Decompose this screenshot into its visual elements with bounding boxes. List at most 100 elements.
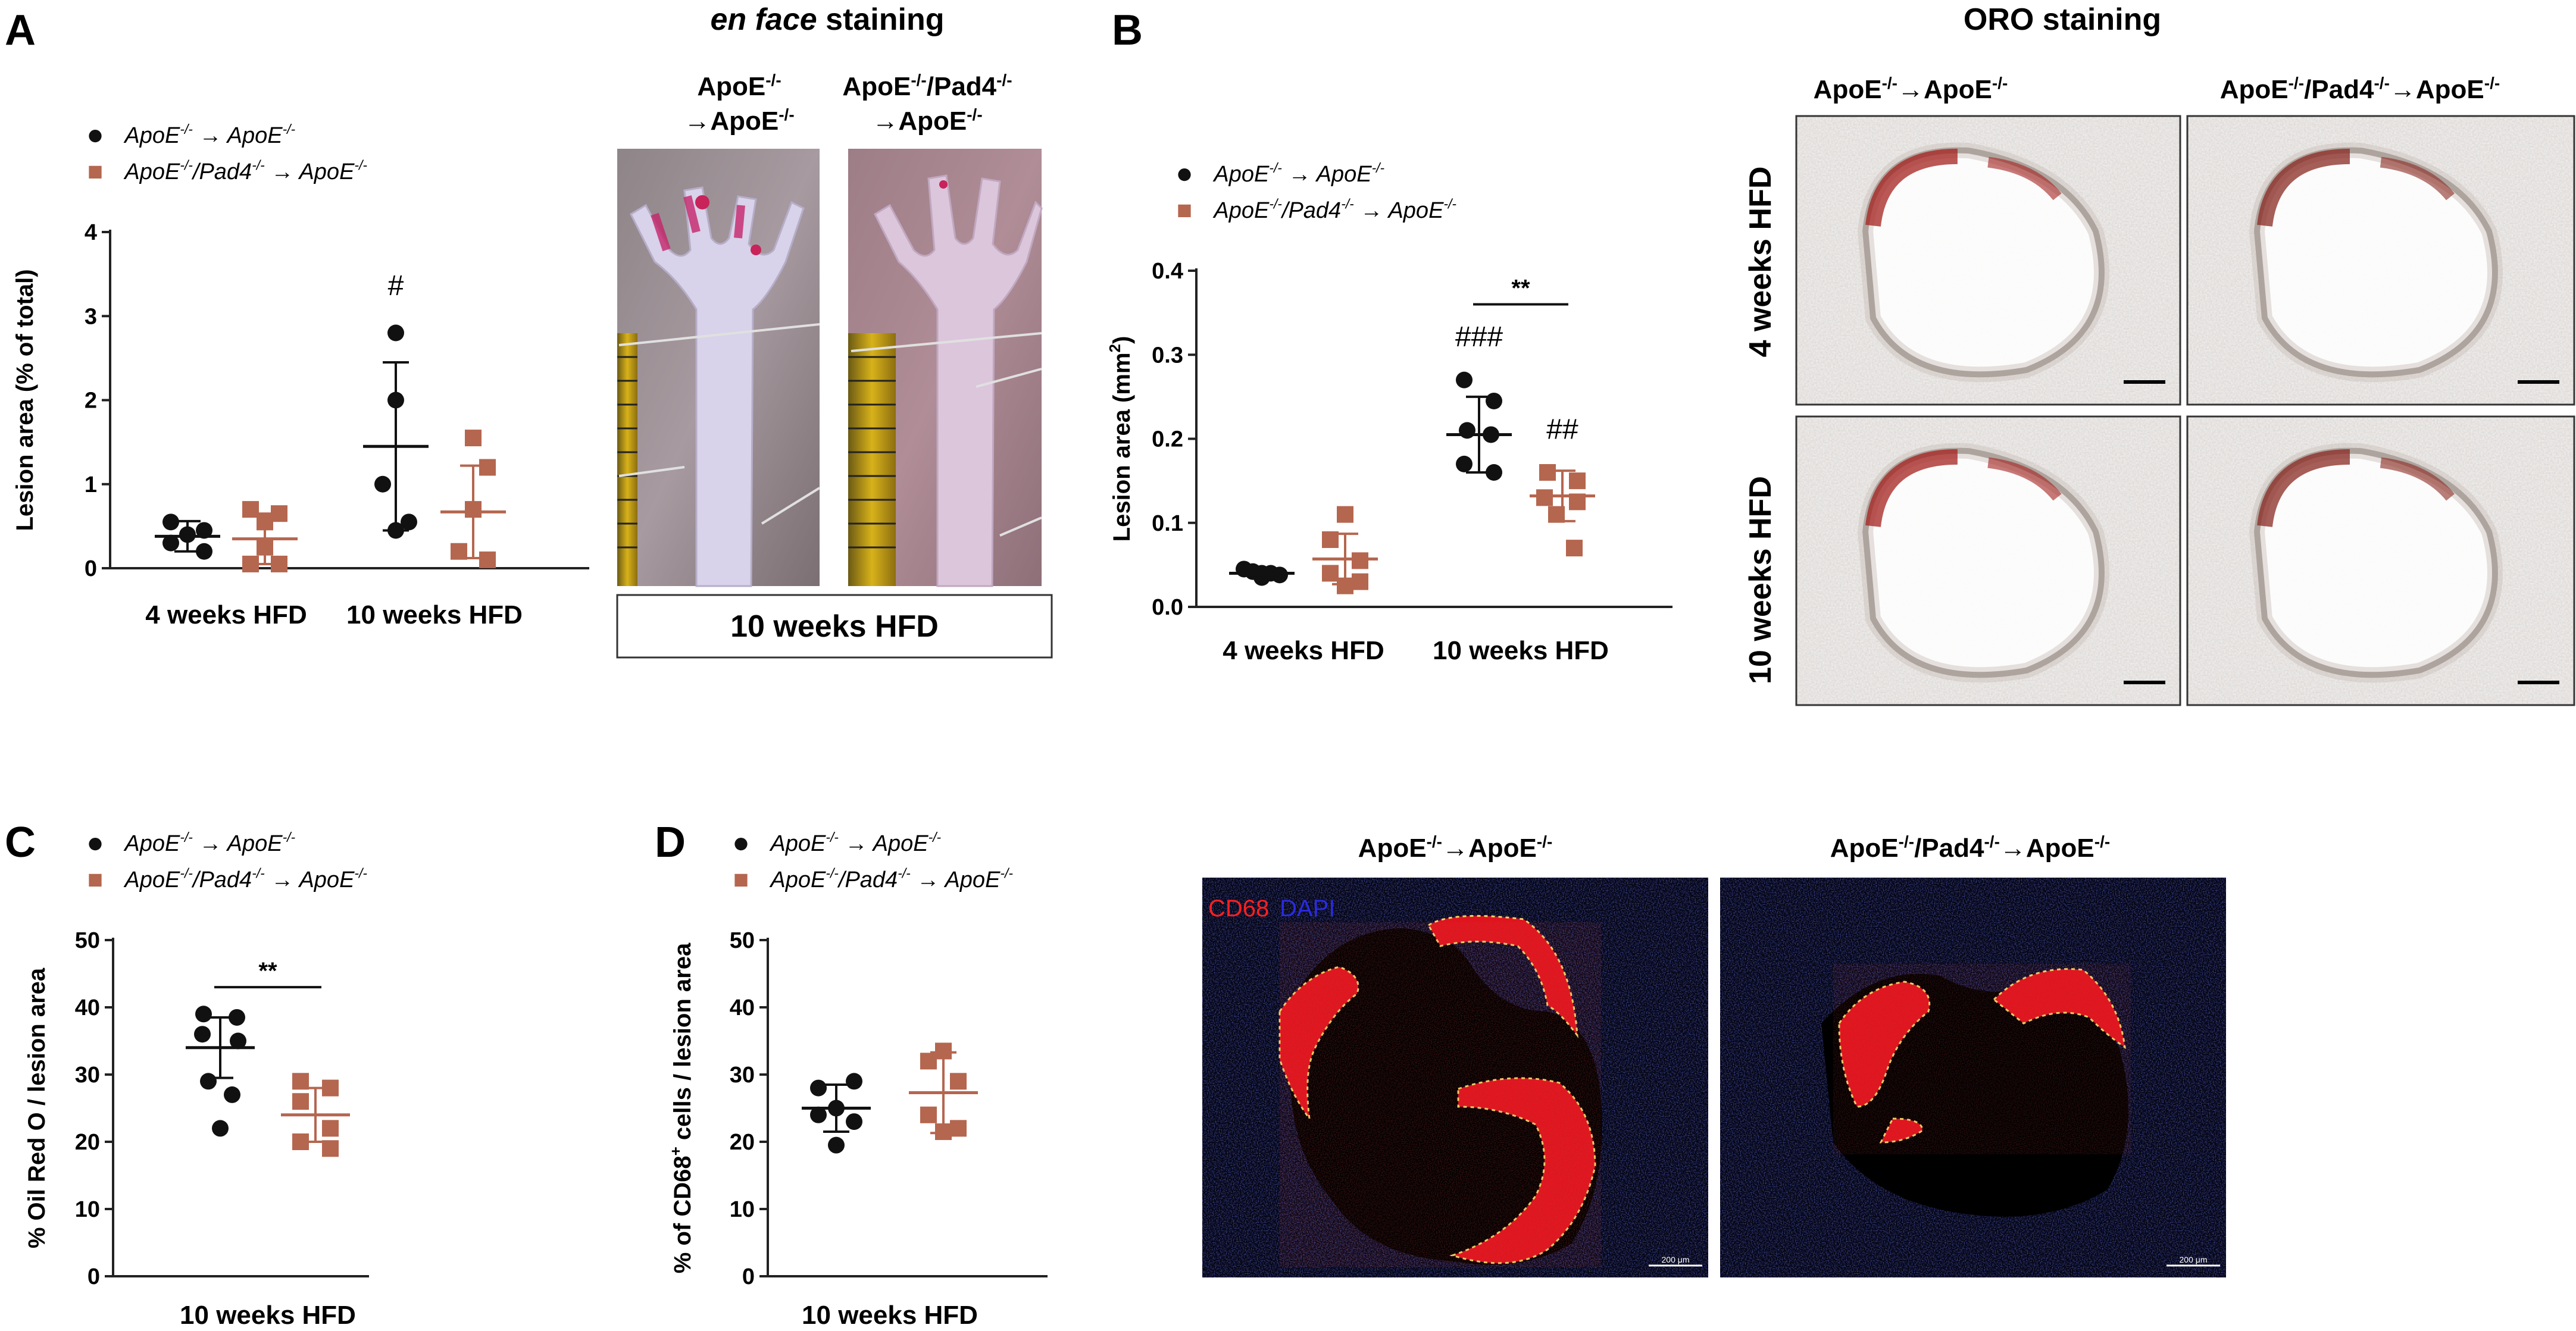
en-face-photo-knockout <box>848 149 1043 587</box>
data-point <box>194 1026 211 1043</box>
oro-col1-label: ApoE-/-→ApoE-/- <box>1814 74 2008 104</box>
en-face-photo-control <box>617 149 821 587</box>
legend-label-control: ApoE-/- → ApoE-/- <box>123 829 295 856</box>
chart-legend: ApoE-/- → ApoE-/- ApoE-/-/Pad4-/- → ApoE-… <box>89 829 367 892</box>
data-point <box>846 1113 862 1130</box>
chart-panel-b: ApoE-/- → ApoE-/- ApoE-/-/Pad4-/- → ApoE-… <box>1106 160 1672 665</box>
chart-legend: ApoE-/- → ApoE-/- ApoE-/-/Pad4-/- → ApoE-… <box>1178 160 1456 223</box>
en-face-col2-label-2: →ApoE-/- <box>872 105 982 136</box>
y-tick-label: 10 <box>730 1197 755 1222</box>
dapi-label: DAPI <box>1280 895 1335 922</box>
y-tick-label: 2 <box>85 389 97 414</box>
significance-label: ### <box>1455 321 1503 353</box>
oro-image <box>1795 115 2181 406</box>
y-tick-label: 0.1 <box>1152 511 1183 536</box>
en-face-col1-label-2: →ApoE-/- <box>684 105 794 136</box>
cd68-label: CD68 <box>1208 895 1269 922</box>
cd68-scale-bar-1: 200 μm <box>1662 1255 1690 1264</box>
data-point <box>162 534 179 552</box>
panel-letter-a: A <box>5 7 36 54</box>
oro-image <box>2186 115 2575 406</box>
data-point <box>1456 455 1473 472</box>
panel-letter-c: C <box>5 819 36 866</box>
data-point <box>196 543 212 560</box>
data-point <box>162 513 179 531</box>
y-tick-label: 40 <box>75 995 100 1020</box>
data-point <box>1569 472 1586 490</box>
oro-image <box>1795 415 2181 706</box>
y-tick-label: 0 <box>87 1264 100 1289</box>
y-tick-label: 0.2 <box>1152 427 1183 452</box>
oro-micrographs <box>1795 115 2575 706</box>
legend-marker-knockout <box>89 165 102 179</box>
data-point <box>479 459 496 476</box>
cd68-image-control: CD68 DAPI 200 μm <box>1202 878 1708 1277</box>
data-point <box>1337 506 1353 523</box>
x-category-label: 4 weeks HFD <box>1223 636 1384 665</box>
y-tick-label: 0 <box>742 1264 755 1289</box>
data-point <box>387 324 404 342</box>
y-tick-label: 50 <box>730 928 755 953</box>
data-point <box>1322 565 1339 582</box>
data-point <box>1536 489 1553 506</box>
data-point <box>846 1073 862 1090</box>
data-point <box>401 513 417 531</box>
y-axis-label: Lesion area (% of total) <box>12 269 38 531</box>
y-tick-label: 20 <box>730 1130 755 1155</box>
y-tick-label: 0.3 <box>1152 343 1183 368</box>
data-point <box>920 1106 937 1123</box>
x-category-label: 10 weeks HFD <box>1433 636 1609 665</box>
y-tick-label: 0.0 <box>1152 595 1183 620</box>
data-point <box>1456 371 1473 389</box>
data-point <box>950 1073 967 1090</box>
legend-label-knockout: ApoE-/-/Pad4-/- → ApoE-/- <box>769 866 1013 892</box>
en-face-caption-box <box>616 594 1053 659</box>
x-category-label: 10 weeks HFD <box>180 1301 356 1330</box>
en-face-col1-label: ApoE-/- <box>697 71 781 101</box>
x-category-label: 4 weeks HFD <box>145 600 307 630</box>
chart-panel-d: ApoE-/- → ApoE-/- ApoE-/-/Pad4-/- → ApoE-… <box>667 829 1048 1330</box>
y-axis-label: Lesion area (mm2) <box>1106 336 1135 542</box>
panel-letter-d: D <box>655 819 686 866</box>
data-point <box>230 1032 246 1050</box>
significance-label: ## <box>1546 414 1578 446</box>
y-tick-label: 20 <box>75 1130 100 1155</box>
oro-title: ORO staining <box>1964 2 2161 37</box>
data-point <box>1486 464 1502 481</box>
data-point <box>810 1106 827 1123</box>
legend-label-control: ApoE-/- → ApoE-/- <box>123 121 295 148</box>
y-tick-label: 50 <box>75 928 100 953</box>
oro-col2-label: ApoE-/-/Pad4-/-→ApoE-/- <box>2220 74 2500 104</box>
x-category-label: 10 weeks HFD <box>802 1301 978 1330</box>
cd68-scale-bar-2: 200 μm <box>2180 1255 2208 1264</box>
significance-label: ** <box>258 958 277 984</box>
data-point <box>1271 566 1288 584</box>
data-point <box>229 1009 245 1026</box>
oro-row2-label: 10 weeks HFD <box>1743 476 1778 684</box>
cd68-image-knockout: 200 μm <box>1720 878 2226 1277</box>
chart-legend: ApoE-/- → ApoE-/- ApoE-/-/Pad4-/- → ApoE-… <box>734 829 1013 892</box>
y-tick-label: 0 <box>85 556 97 581</box>
data-point <box>374 475 391 493</box>
data-point <box>810 1079 827 1097</box>
chart-panel-a: ApoE-/- → ApoE-/- ApoE-/-/Pad4-/- → ApoE-… <box>12 121 589 630</box>
data-point <box>1352 552 1368 569</box>
y-tick-label: 0.4 <box>1152 259 1183 284</box>
y-tick-label: 1 <box>85 472 97 497</box>
legend-marker-control <box>89 129 102 143</box>
data-point <box>479 551 496 568</box>
legend-label-control: ApoE-/- → ApoE-/- <box>769 829 941 856</box>
legend-label-control: ApoE-/- → ApoE-/- <box>1212 160 1384 187</box>
data-point <box>1459 422 1475 439</box>
y-tick-label: 3 <box>85 304 97 329</box>
x-category-label: 10 weeks HFD <box>346 600 523 630</box>
data-point <box>828 1136 845 1154</box>
legend-marker-control <box>89 837 102 851</box>
en-face-title: en face staining <box>710 2 944 37</box>
legend-marker-control <box>734 837 748 851</box>
legend-marker-control <box>1178 168 1191 181</box>
legend-marker-knockout <box>734 873 748 887</box>
oro-image <box>2186 415 2575 706</box>
data-point <box>195 1006 212 1023</box>
